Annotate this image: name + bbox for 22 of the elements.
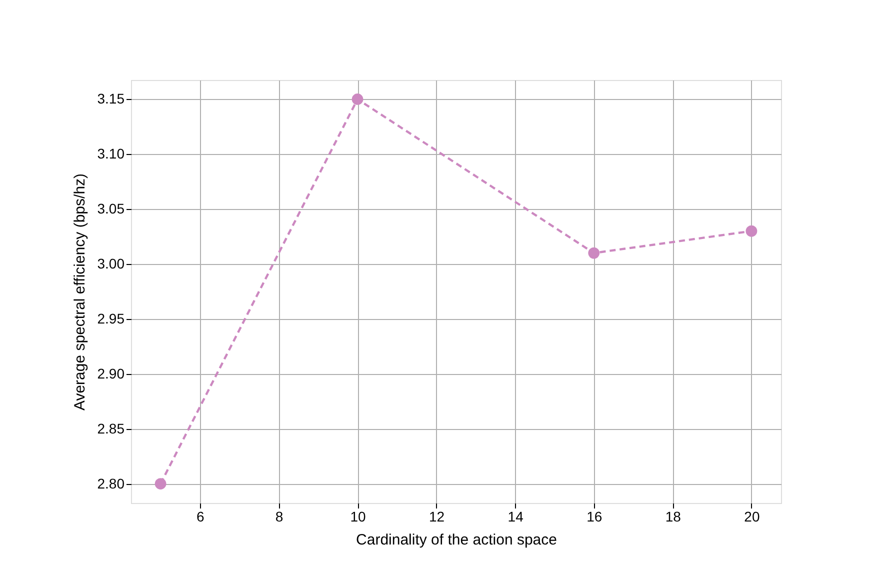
y-tick-label: 2.85: [97, 420, 125, 436]
x-tick-label: 10: [350, 508, 366, 524]
x-tick-label: 8: [275, 508, 284, 524]
x-tick-label: 16: [586, 508, 602, 524]
x-tick-label: 12: [429, 508, 445, 524]
point: [746, 225, 758, 237]
y-axis-title: Average spectral efficiency (bps/hz): [71, 173, 88, 411]
x-tick-label: 6: [196, 508, 205, 524]
y-tick-label: 2.80: [97, 475, 125, 492]
point: [352, 94, 364, 105]
x-axis-title: Cardinality of the action space: [356, 532, 557, 548]
point: [154, 478, 166, 490]
point: [588, 247, 600, 259]
y-tick-label: 3.00: [97, 256, 125, 272]
y-tick-label: 3.10: [97, 146, 125, 162]
y-tick-label: 3.05: [97, 200, 125, 217]
x-tick-label: 20: [744, 508, 760, 524]
x-tick-label: 18: [665, 508, 682, 524]
y-tick-label: 2.95: [97, 310, 125, 326]
y-tick-label: 2.90: [97, 365, 125, 382]
x-tick-label: 14: [508, 508, 524, 524]
y-tick-label: 3.15: [97, 90, 125, 107]
